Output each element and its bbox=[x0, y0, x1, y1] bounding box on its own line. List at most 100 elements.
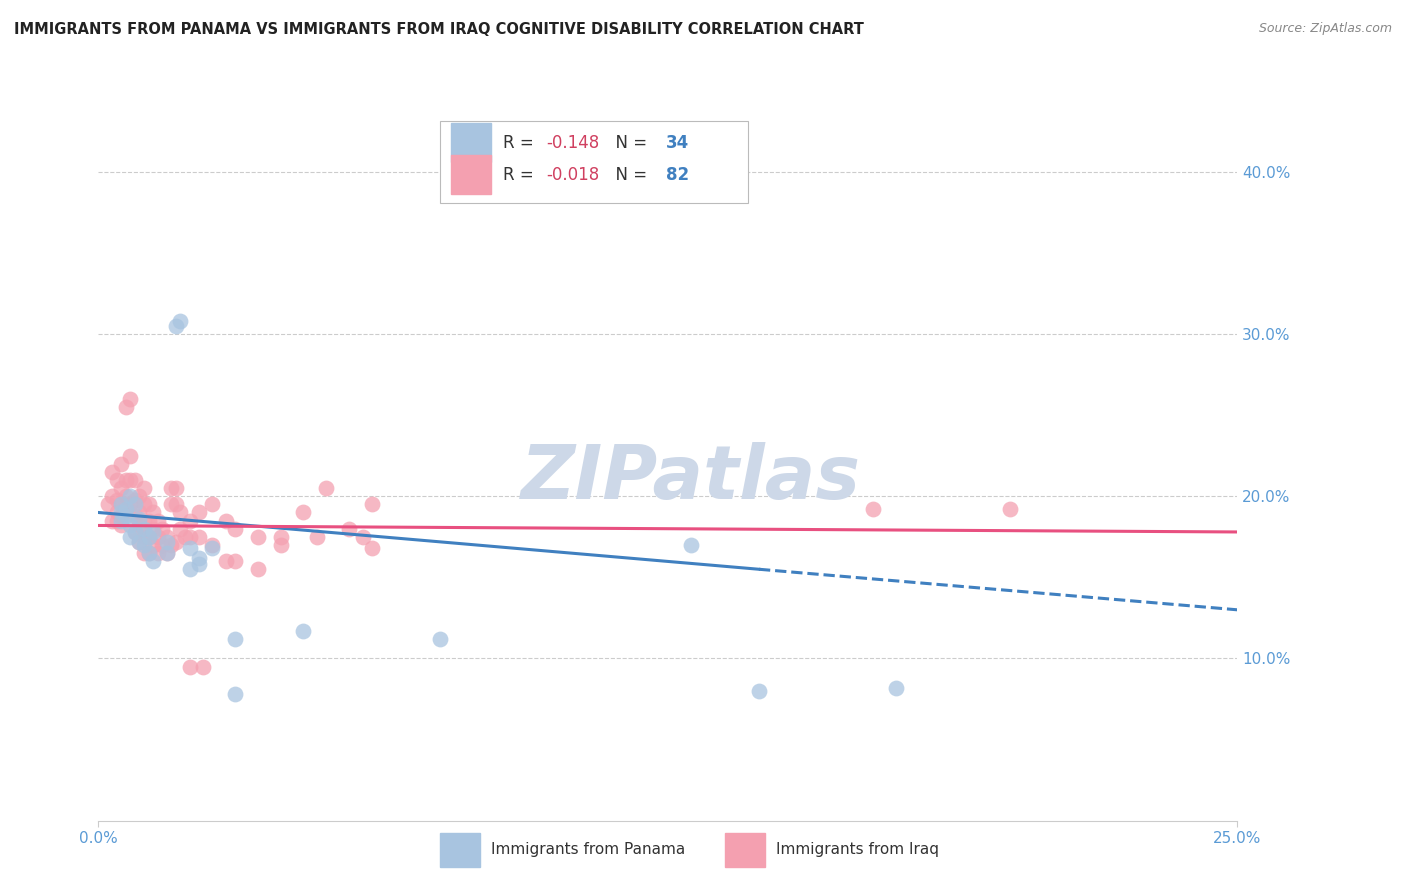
Point bbox=[142, 522, 165, 536]
Text: -0.148: -0.148 bbox=[546, 134, 599, 152]
Point bbox=[114, 502, 136, 516]
Point bbox=[146, 546, 169, 560]
Point bbox=[110, 497, 132, 511]
Point bbox=[429, 632, 451, 646]
Point bbox=[156, 534, 179, 549]
Point bbox=[150, 538, 173, 552]
Point bbox=[101, 514, 124, 528]
FancyBboxPatch shape bbox=[451, 123, 491, 162]
Point bbox=[114, 473, 136, 487]
Point bbox=[114, 489, 136, 503]
Point bbox=[110, 506, 132, 520]
Point bbox=[132, 546, 155, 560]
Point bbox=[224, 687, 246, 701]
Point bbox=[124, 524, 146, 539]
Text: Immigrants from Panama: Immigrants from Panama bbox=[491, 842, 686, 857]
Point bbox=[169, 522, 191, 536]
Point bbox=[360, 497, 382, 511]
Point bbox=[998, 502, 1021, 516]
Point bbox=[292, 506, 315, 520]
Point bbox=[120, 392, 142, 406]
Point bbox=[165, 497, 187, 511]
Point bbox=[110, 518, 132, 533]
Point bbox=[96, 497, 118, 511]
Point bbox=[146, 530, 169, 544]
Point bbox=[138, 546, 160, 560]
Point bbox=[120, 473, 142, 487]
Point bbox=[160, 497, 183, 511]
Point bbox=[165, 318, 187, 333]
Point bbox=[132, 538, 155, 552]
FancyBboxPatch shape bbox=[440, 833, 479, 867]
Point bbox=[179, 530, 201, 544]
Point bbox=[337, 522, 360, 536]
Point bbox=[307, 530, 329, 544]
Point bbox=[150, 522, 173, 536]
Point bbox=[174, 530, 197, 544]
Point bbox=[193, 659, 215, 673]
Point bbox=[179, 659, 201, 673]
Text: Immigrants from Iraq: Immigrants from Iraq bbox=[776, 842, 939, 857]
Point bbox=[132, 530, 155, 544]
Point bbox=[124, 497, 146, 511]
Point bbox=[201, 541, 224, 556]
Point bbox=[128, 489, 150, 503]
Point bbox=[187, 506, 209, 520]
Point bbox=[142, 554, 165, 568]
Point bbox=[105, 492, 128, 507]
Point bbox=[120, 497, 142, 511]
Text: N =: N = bbox=[605, 134, 652, 152]
Point bbox=[156, 546, 179, 560]
Point bbox=[215, 554, 238, 568]
Point bbox=[146, 514, 169, 528]
Point bbox=[169, 506, 191, 520]
Text: 34: 34 bbox=[665, 134, 689, 152]
Point bbox=[201, 538, 224, 552]
Point bbox=[120, 518, 142, 533]
Point bbox=[138, 514, 160, 528]
Point bbox=[187, 558, 209, 572]
Point bbox=[156, 546, 179, 560]
Point bbox=[270, 538, 292, 552]
Point bbox=[124, 508, 146, 523]
Point bbox=[224, 632, 246, 646]
Point bbox=[110, 497, 132, 511]
Point bbox=[165, 481, 187, 495]
Point bbox=[292, 624, 315, 638]
Point bbox=[128, 534, 150, 549]
Point bbox=[120, 449, 142, 463]
Text: N =: N = bbox=[605, 166, 652, 184]
Point bbox=[124, 473, 146, 487]
Point bbox=[128, 512, 150, 526]
Point bbox=[138, 546, 160, 560]
Text: IMMIGRANTS FROM PANAMA VS IMMIGRANTS FROM IRAQ COGNITIVE DISABILITY CORRELATION : IMMIGRANTS FROM PANAMA VS IMMIGRANTS FRO… bbox=[14, 22, 863, 37]
Point bbox=[165, 534, 187, 549]
Point bbox=[105, 473, 128, 487]
Point bbox=[101, 489, 124, 503]
Point bbox=[132, 514, 155, 528]
Point bbox=[315, 481, 337, 495]
Point bbox=[120, 530, 142, 544]
Point bbox=[110, 508, 132, 523]
Text: ZIPatlas: ZIPatlas bbox=[520, 442, 860, 515]
Point bbox=[138, 497, 160, 511]
Point bbox=[160, 481, 183, 495]
Point bbox=[128, 518, 150, 533]
Point bbox=[224, 554, 246, 568]
Text: -0.018: -0.018 bbox=[546, 166, 599, 184]
Text: R =: R = bbox=[503, 166, 538, 184]
Point bbox=[169, 314, 191, 328]
Point bbox=[110, 481, 132, 495]
Point bbox=[679, 538, 702, 552]
Point bbox=[114, 497, 136, 511]
Point bbox=[138, 530, 160, 544]
Point bbox=[124, 524, 146, 539]
Point bbox=[110, 457, 132, 471]
Point bbox=[224, 522, 246, 536]
Point bbox=[352, 530, 374, 544]
Point bbox=[187, 530, 209, 544]
Point bbox=[132, 481, 155, 495]
Point bbox=[128, 534, 150, 549]
Point bbox=[201, 497, 224, 511]
FancyBboxPatch shape bbox=[725, 833, 765, 867]
